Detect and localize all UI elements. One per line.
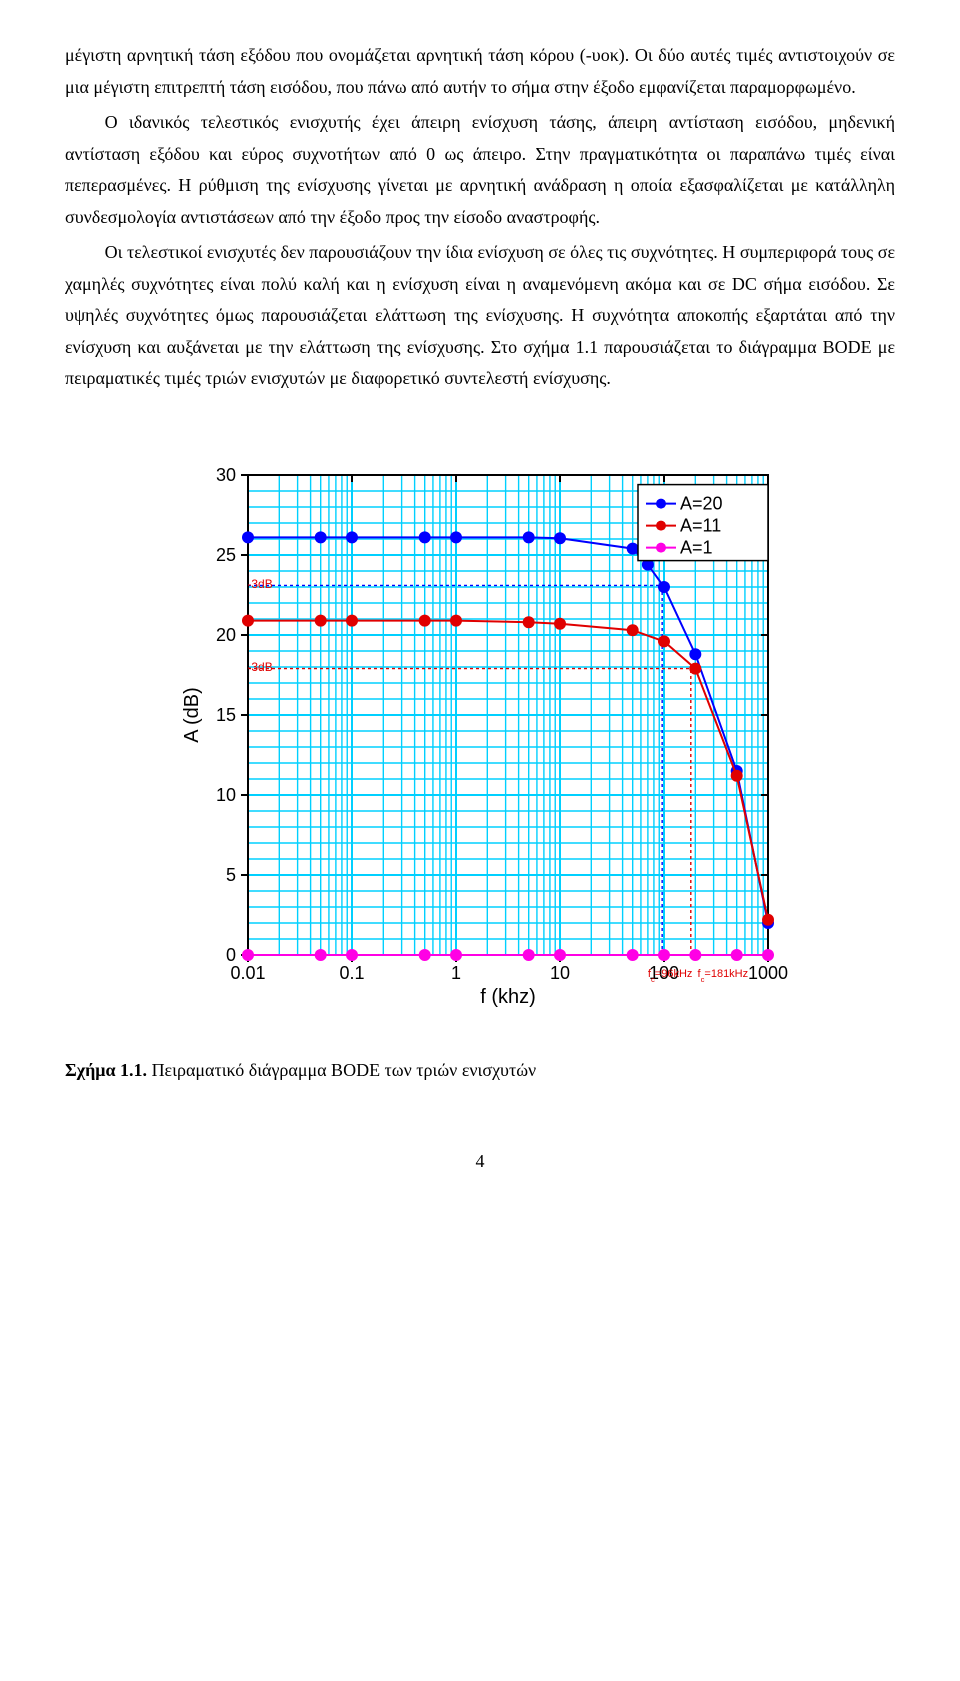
- svg-text:0.1: 0.1: [339, 963, 364, 983]
- svg-text:0: 0: [226, 945, 236, 965]
- bode-chart: 0.010.11101001000051015202530f (khz)A (d…: [170, 445, 790, 1025]
- svg-text:15: 15: [216, 705, 236, 725]
- figure-caption-text: Πειραματικό διάγραμμα BODE των τριών ενι…: [147, 1060, 536, 1080]
- svg-text:10: 10: [550, 963, 570, 983]
- svg-text:30: 30: [216, 465, 236, 485]
- svg-text:A=20: A=20: [680, 493, 723, 513]
- page-number: 4: [65, 1146, 895, 1178]
- svg-text:-3dB: -3dB: [247, 660, 272, 674]
- figure-caption: Σχήμα 1.1. Πειραματικό διάγραμμα BODE τω…: [65, 1055, 895, 1087]
- paragraph-3: Οι τελεστικοί ενισχυτές δεν παρουσιάζουν…: [65, 237, 895, 395]
- svg-text:1: 1: [451, 963, 461, 983]
- svg-text:20: 20: [216, 625, 236, 645]
- svg-text:25: 25: [216, 545, 236, 565]
- svg-text:1000: 1000: [748, 963, 788, 983]
- svg-text:5: 5: [226, 865, 236, 885]
- svg-text:A=1: A=1: [680, 537, 713, 557]
- figure-caption-label: Σχήμα 1.1.: [65, 1060, 147, 1080]
- svg-text:-3dB: -3dB: [247, 576, 272, 590]
- svg-text:10: 10: [216, 785, 236, 805]
- paragraph-2: Ο ιδανικός τελεστικός ενισχυτής έχει άπε…: [65, 107, 895, 233]
- svg-text:A=11: A=11: [680, 515, 721, 535]
- svg-text:f (khz): f (khz): [480, 986, 536, 1008]
- svg-text:A (dB): A (dB): [181, 687, 203, 743]
- paragraph-1: μέγιστη αρνητική τάση εξόδου που ονομάζε…: [65, 40, 895, 103]
- bode-chart-container: 0.010.11101001000051015202530f (khz)A (d…: [65, 445, 895, 1025]
- svg-text:0.01: 0.01: [230, 963, 265, 983]
